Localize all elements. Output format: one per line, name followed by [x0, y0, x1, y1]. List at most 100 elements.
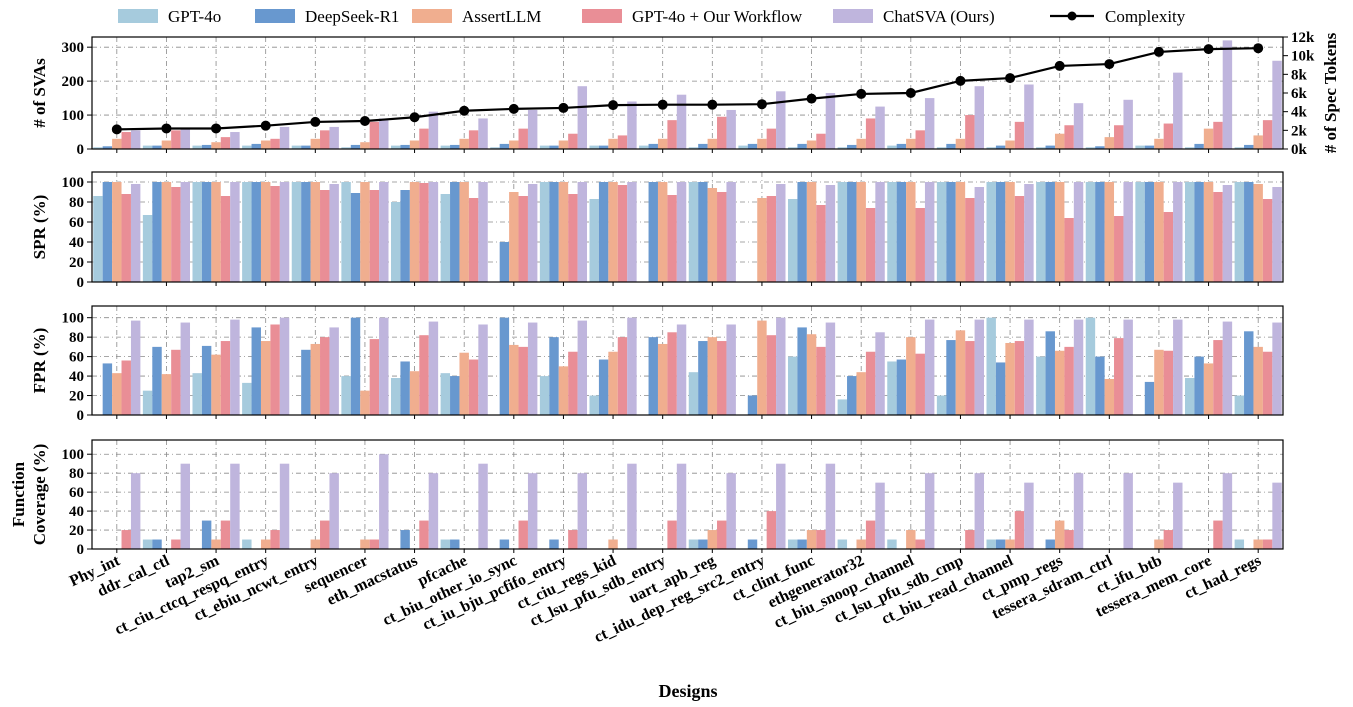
- bar: [142, 390, 153, 415]
- y-tick-label: 80: [69, 195, 84, 211]
- bar: [847, 144, 857, 149]
- bar: [1085, 147, 1096, 149]
- bar: [242, 539, 252, 549]
- bar: [946, 182, 956, 282]
- bar: [688, 147, 699, 149]
- complexity-point: [1104, 59, 1115, 70]
- bar: [400, 190, 410, 282]
- legend-entry-gpt-4o-our-workflow: GPT-4o + Our Workflow: [582, 7, 803, 26]
- bar: [1262, 120, 1273, 149]
- bar: [409, 140, 420, 149]
- series-gpt-4o-our-workflow: [121, 115, 1273, 149]
- bar: [1104, 137, 1115, 149]
- series-chatsva-ours: [130, 182, 1282, 282]
- bar: [1272, 322, 1282, 415]
- bar: [1173, 72, 1183, 149]
- bar: [986, 182, 996, 282]
- bar: [837, 399, 848, 415]
- bar: [676, 182, 687, 282]
- bar: [1005, 539, 1015, 549]
- bar: [906, 138, 916, 149]
- bar: [915, 539, 925, 549]
- series-deepseek-r1: [102, 317, 1254, 415]
- bar: [102, 182, 113, 282]
- bar: [1024, 84, 1034, 149]
- bar: [1234, 182, 1245, 282]
- bar: [1173, 182, 1183, 282]
- bar: [1045, 539, 1055, 549]
- axes-frame: [91, 36, 1284, 150]
- complexity-point: [608, 100, 619, 111]
- bar: [568, 351, 578, 415]
- bar: [440, 194, 451, 282]
- bar: [1073, 103, 1084, 149]
- series-gpt-4o-our-workflow: [121, 511, 1273, 549]
- bar: [220, 520, 231, 549]
- bar: [1005, 342, 1015, 415]
- y2-tick-label: 0k: [1291, 142, 1308, 158]
- bar: [1262, 539, 1273, 549]
- bar: [1203, 128, 1214, 149]
- bar: [726, 109, 736, 149]
- bar: [1213, 520, 1223, 549]
- bar: [887, 182, 897, 282]
- bar: [717, 192, 727, 282]
- legend-entry-deepseek-r1: DeepSeek-R1: [255, 7, 399, 26]
- bar: [865, 351, 876, 415]
- bar: [1154, 539, 1164, 549]
- bar: [459, 182, 469, 282]
- bar: [875, 332, 885, 415]
- series-gpt-4o: [142, 539, 1245, 549]
- legend-entry-gpt-4o: GPT-4o: [118, 7, 221, 26]
- bar: [230, 319, 240, 415]
- complexity-point: [856, 88, 867, 99]
- bar: [974, 319, 985, 415]
- bar: [130, 184, 141, 282]
- bar: [766, 335, 777, 415]
- series-chatsva-ours: [130, 40, 1282, 150]
- axes-frame: [91, 171, 1284, 283]
- bar: [726, 324, 736, 415]
- bar: [676, 324, 687, 415]
- bar: [329, 327, 339, 415]
- bar: [797, 539, 807, 549]
- series-chatsva-ours: [130, 317, 1282, 415]
- bar: [360, 390, 370, 415]
- y2-tick-label: 12k: [1291, 30, 1315, 46]
- bar: [152, 539, 162, 549]
- bar: [1064, 125, 1074, 149]
- bar: [1024, 319, 1034, 415]
- bar: [428, 111, 439, 149]
- bar: [757, 138, 767, 149]
- series-assertllm: [112, 182, 1263, 282]
- bar: [1194, 356, 1204, 415]
- bar: [1234, 395, 1245, 415]
- bar: [1272, 187, 1282, 282]
- bar: [1085, 182, 1096, 282]
- bar: [986, 147, 996, 149]
- bar: [112, 182, 122, 282]
- bar: [865, 208, 876, 282]
- y-tick-label: 0: [77, 275, 85, 291]
- y-axis-label-line2: Coverage (%): [30, 444, 49, 546]
- y-tick-label: 100: [62, 108, 85, 124]
- bar: [1234, 539, 1245, 549]
- y-tick-label: 0: [77, 542, 85, 558]
- bar: [121, 530, 131, 549]
- bar: [806, 334, 817, 415]
- complexity-point: [1005, 73, 1016, 84]
- bar: [549, 182, 559, 282]
- bar: [440, 145, 451, 149]
- axes-frame: [91, 305, 1284, 416]
- bar: [1123, 99, 1133, 149]
- bar: [1123, 319, 1133, 415]
- bar: [499, 143, 510, 149]
- bar: [738, 145, 748, 149]
- bar: [1104, 378, 1115, 415]
- y2-tick-label: 2k: [1291, 123, 1308, 139]
- bar: [211, 182, 221, 282]
- bar: [558, 140, 569, 149]
- complexity-point: [211, 123, 222, 134]
- bar: [707, 188, 718, 282]
- bar: [776, 463, 786, 549]
